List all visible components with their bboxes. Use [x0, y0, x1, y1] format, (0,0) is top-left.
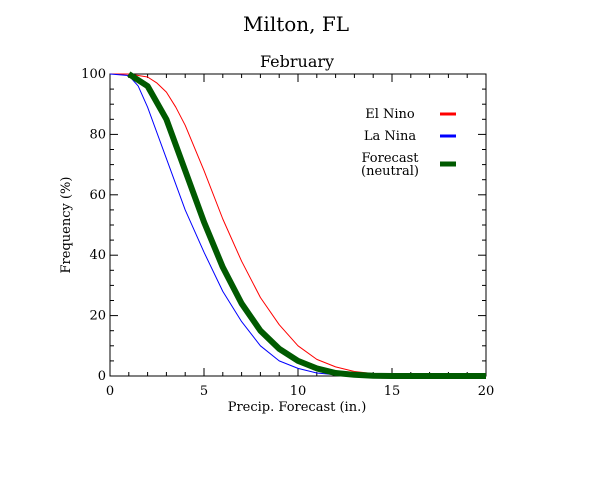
x-tick-label: 15	[384, 384, 401, 399]
legend-label: (neutral)	[361, 164, 419, 179]
y-tick-label: 100	[81, 67, 106, 82]
series-line-forecast-neutral	[127, 71, 486, 379]
y-tick-label: 80	[89, 127, 106, 142]
legend-label: La Nina	[364, 129, 416, 144]
legend-label: El Nino	[365, 107, 415, 122]
x-tick-label: 10	[290, 384, 307, 399]
series-layer	[109, 71, 486, 379]
y-axis: 0 20 40 60 80 100	[81, 67, 486, 384]
x-tick-label: 0	[106, 384, 114, 399]
y-tick-label: 20	[89, 309, 106, 324]
chart-subtitle: February	[260, 52, 334, 71]
x-axis-label: Precip. Forecast (in.)	[228, 400, 367, 415]
y-tick-label: 60	[89, 188, 106, 203]
x-tick-label: 20	[478, 384, 495, 399]
legend: El Nino La Nina Forecast(neutral)	[361, 107, 456, 179]
y-tick-label: 0	[98, 369, 106, 384]
y-tick-label: 40	[89, 248, 106, 263]
x-tick-label: 5	[200, 384, 208, 399]
y-axis-label: Frequency (%)	[59, 177, 74, 274]
legend-label: Forecast	[362, 151, 420, 166]
chart-title: Milton, FL	[243, 12, 349, 36]
